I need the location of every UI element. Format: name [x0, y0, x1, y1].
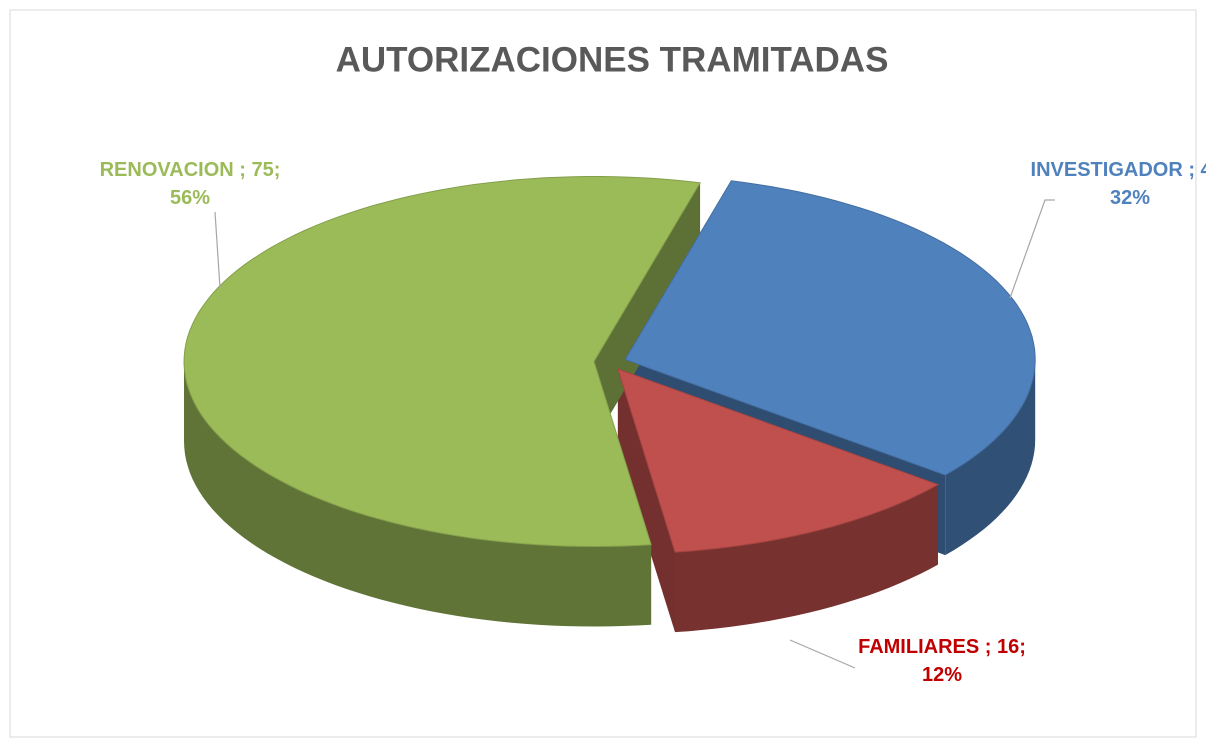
- leader-line: [1009, 199, 1055, 299]
- data-label-line: 32%: [1110, 187, 1150, 209]
- data-label-line: 12%: [922, 664, 962, 686]
- slice: [624, 180, 1036, 476]
- slice: [183, 176, 701, 548]
- slice-side: [945, 359, 1036, 556]
- slice-side: [184, 361, 652, 627]
- slice-side: [675, 484, 938, 633]
- data-label-line: 56%: [170, 187, 210, 209]
- data-label: INVESTIGADOR ; 42; 32%: [1031, 159, 1206, 209]
- data-label-line: FAMILIARES ; 16;: [858, 636, 1026, 658]
- leader-line: [789, 639, 856, 669]
- chart-title: AUTORIZACIONES TRAMITADAS: [336, 40, 889, 79]
- slice: [617, 368, 940, 553]
- data-label: RENOVACION ; 75; 56%: [100, 159, 281, 209]
- pie: [183, 176, 1036, 633]
- data-label-line: RENOVACION ; 75;: [100, 159, 281, 181]
- leader-line: [214, 211, 221, 289]
- data-label-line: INVESTIGADOR ; 42;: [1031, 159, 1206, 181]
- data-label: FAMILIARES ; 16; 12%: [858, 636, 1026, 686]
- slice-cut-face: [617, 369, 675, 633]
